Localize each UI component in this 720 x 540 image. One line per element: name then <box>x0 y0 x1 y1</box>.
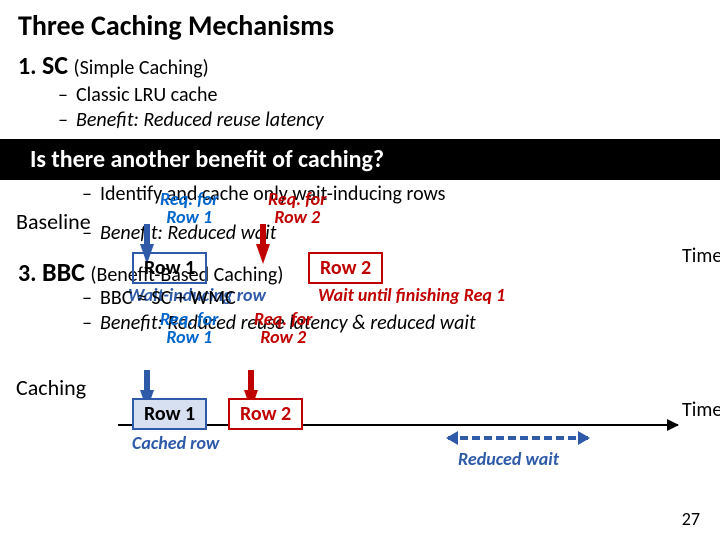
req-bot-2: Req. for Row 2 <box>254 310 312 346</box>
section-1-paren: (Simple Caching) <box>74 56 209 80</box>
reduced-wait-ann: Reduced wait <box>458 448 559 470</box>
req-bot-1: Req. for Row 1 <box>160 310 218 346</box>
diagram-region: Identify and cache only wait-inducing ro… <box>18 184 702 484</box>
row2-box-top: Row 2 <box>308 252 383 284</box>
req-top-1: Req. for Row 1 <box>160 190 218 226</box>
row2-box-bot: Row 2 <box>228 398 303 430</box>
section-1-head: 1. SC (Simple Caching) <box>18 49 702 81</box>
cached-row-ann: Cached row <box>132 432 219 454</box>
row1-box-top: Row 1 <box>132 252 207 284</box>
section-1-bullets: Classic LRU cache Benefit: Reduced reuse… <box>58 83 702 133</box>
page-number: 27 <box>682 508 700 530</box>
highlight-band: Is there another benefit of caching? <box>0 139 720 180</box>
req-top-2-row: Row 2 <box>274 206 320 228</box>
time-label-1: Time <box>682 244 720 268</box>
req-bot-2-row: Row 2 <box>260 326 306 348</box>
bullet-hidden-a: Identify and cache only wait-inducing ro… <box>82 182 446 207</box>
section-3-abbr: BBC <box>42 256 85 288</box>
req-top-2: Req. for Row 2 <box>268 190 326 226</box>
section-1-num: 1. <box>18 52 37 81</box>
req-top-1-row: Row 1 <box>166 206 212 228</box>
time-label-2: Time <box>682 398 720 422</box>
reduced-wait-arrow-icon <box>448 436 588 440</box>
row1-box-bot: Row 1 <box>132 398 207 430</box>
bullet-1a: Classic LRU cache <box>58 83 702 108</box>
baseline-label: Baseline <box>16 208 91 235</box>
section-3-num: 3. <box>18 259 37 288</box>
bullet-1b: Benefit: Reduced reuse latency <box>58 108 702 133</box>
req-bot-1-row: Row 1 <box>166 326 212 348</box>
slide-title: Three Caching Mechanisms <box>18 8 702 43</box>
section-1-abbr: SC <box>42 49 68 81</box>
caching-label: Caching <box>16 374 86 401</box>
